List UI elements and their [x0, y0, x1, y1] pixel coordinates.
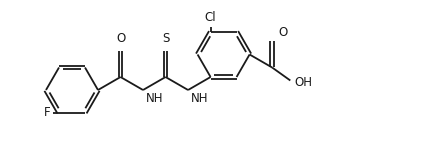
Text: O: O	[278, 26, 287, 39]
Text: NH: NH	[146, 92, 164, 105]
Text: NH: NH	[191, 92, 209, 105]
Text: O: O	[116, 32, 125, 45]
Text: OH: OH	[294, 76, 312, 89]
Text: Cl: Cl	[205, 11, 216, 24]
Text: F: F	[44, 106, 50, 119]
Text: S: S	[162, 32, 169, 45]
